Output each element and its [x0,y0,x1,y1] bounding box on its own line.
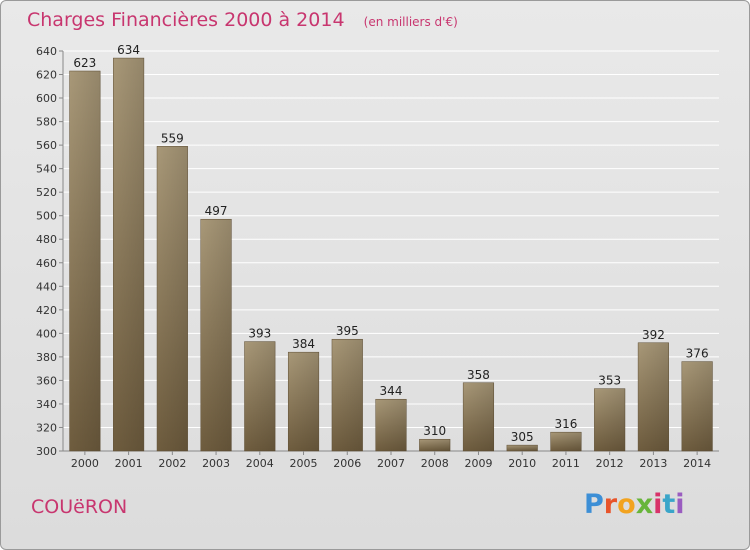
logo-letter: t [662,489,676,520]
value-label: 344 [380,384,403,398]
value-label: 310 [423,424,446,438]
y-tick-label: 440 [36,280,57,293]
logo-letter: P [584,489,604,520]
bar-shade [638,342,669,451]
bar-shade [681,361,713,451]
y-tick-label: 320 [36,421,57,434]
bar-shade [157,146,188,451]
bar-shade [463,382,494,451]
logo-letter: o [617,489,636,520]
x-tick-label: 2002 [158,457,186,470]
y-tick-label: 360 [36,374,57,387]
y-tick-label: 540 [36,163,57,176]
bar-shade [419,439,451,451]
y-tick-label: 640 [36,45,57,58]
logo-letter: r [603,489,618,520]
y-tick-label: 580 [36,116,57,129]
x-tick-label: 2006 [333,457,361,470]
x-tick-label: 2000 [71,457,99,470]
value-label: 316 [554,417,577,431]
bar-shade [594,388,625,451]
y-tick-label: 600 [36,92,57,105]
value-label: 497 [205,204,228,218]
x-tick-label: 2005 [290,457,318,470]
x-tick-label: 2001 [115,457,143,470]
x-tick-label: 2009 [464,457,492,470]
bar-shade [113,58,144,451]
bars [69,57,713,452]
y-tick-label: 500 [36,210,57,223]
bar-shade [506,445,538,451]
y-tick-label: 340 [36,398,57,411]
bar-shade [331,339,363,451]
y-tick-label: 400 [36,327,57,340]
value-label: 559 [161,131,184,145]
x-tick-label: 2007 [377,457,405,470]
chart-title: Charges Financières 2000 à 2014 [27,9,345,31]
value-label: 353 [598,374,621,388]
logo-letter: i [653,489,663,520]
x-tick-label: 2003 [202,457,230,470]
value-label: 623 [73,56,96,70]
x-tick-label: 2010 [508,457,536,470]
bar-shade [550,432,582,451]
y-tick-label: 520 [36,186,57,199]
value-label: 395 [336,324,359,338]
title-row: Charges Financières 2000 à 2014 (en mill… [27,9,458,31]
chart-subtitle: (en milliers d'€) [363,15,458,29]
logo-letter: x [635,489,654,520]
x-tick-label: 2008 [421,457,449,470]
value-labels: 623 634 559 497 393 384 395 344 310 358 305 316 353 3… [73,43,708,444]
value-label: 358 [467,368,490,382]
y-tick-label: 380 [36,351,57,364]
bar-shade [375,399,407,451]
bar-shade [288,352,319,451]
y-tick-label: 480 [36,233,57,246]
value-label: 634 [117,43,140,57]
bar-shade [200,219,232,451]
bar-shade [244,341,276,451]
commune-name: COUëRON [31,496,128,518]
bar-shade [69,71,101,451]
value-label: 376 [686,347,709,361]
x-tick-label: 2004 [246,457,274,470]
y-tick-label: 620 [36,69,57,82]
value-label: 305 [511,430,534,444]
x-tick-label: 2011 [552,457,580,470]
y-tick-label: 420 [36,304,57,317]
logo-letter: i [675,489,685,520]
value-label: 392 [642,328,665,342]
y-tick-label: 560 [36,139,57,152]
proxiti-logo: Proxiti [584,489,685,520]
y-tick-label: 460 [36,257,57,270]
x-tick-label: 2012 [596,457,624,470]
y-tick-label: 300 [36,445,57,458]
value-label: 384 [292,337,315,351]
value-label: 393 [248,327,271,341]
x-tick-label: 2014 [683,457,711,470]
x-axis-ticks: 2000 2001 2002 2003 2004 2005 2006 2007 2008 2009… [71,451,711,470]
x-tick-label: 2013 [639,457,667,470]
